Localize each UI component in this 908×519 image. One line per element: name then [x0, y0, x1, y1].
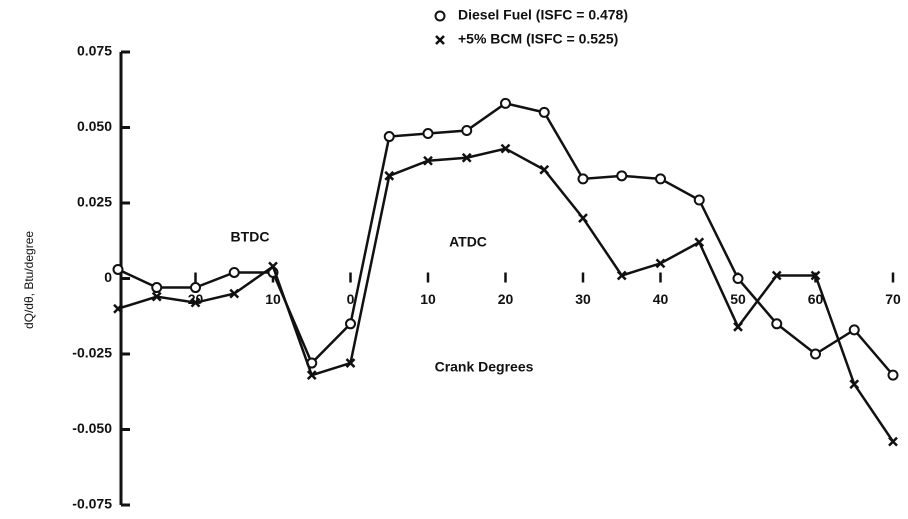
y-axis-label: dQ/dθ, Btu/degree [22, 231, 36, 329]
y-tick-label: -0.025 [72, 345, 112, 361]
x-tick-label: 10 [265, 291, 281, 307]
point [151, 291, 162, 302]
point [771, 270, 782, 281]
x-tick-label: 10 [420, 291, 436, 307]
annotation: BTDC [231, 229, 270, 245]
point [500, 143, 511, 154]
point [849, 379, 860, 390]
point [268, 261, 278, 272]
point [228, 266, 240, 278]
point [616, 270, 627, 281]
y-tick-label: 0.075 [77, 43, 112, 59]
point [848, 324, 860, 336]
point [306, 370, 317, 381]
legend-label: +5% BCM (ISFC = 0.525) [458, 31, 618, 47]
point [771, 318, 783, 330]
legend-label: Diesel Fuel (ISFC = 0.478) [458, 7, 628, 23]
point [190, 282, 201, 294]
point [112, 263, 124, 275]
x-tick-label: 20 [498, 291, 514, 307]
point [500, 97, 511, 109]
point [732, 273, 744, 284]
x-tick-label: 60 [808, 291, 824, 307]
point [229, 288, 240, 299]
x-tick-label: 50 [730, 291, 746, 307]
point [423, 155, 433, 166]
point [461, 152, 472, 163]
point [539, 164, 550, 175]
point [422, 128, 434, 140]
x-tick-label: 0 [347, 291, 355, 307]
point [345, 358, 356, 368]
point [655, 258, 666, 269]
point [810, 348, 821, 360]
y-tick-label: 0.025 [77, 194, 112, 210]
point [655, 173, 666, 185]
point [113, 303, 123, 314]
point [888, 436, 898, 447]
point [616, 170, 628, 182]
point [383, 131, 395, 143]
point [151, 282, 163, 294]
y-tick-label: -0.075 [72, 496, 112, 512]
x-tick-label: 40 [653, 291, 669, 307]
point [538, 106, 550, 118]
point [577, 173, 589, 185]
point [887, 369, 899, 381]
legend-marker [435, 35, 445, 45]
point [693, 194, 705, 206]
annotation: ATDC [449, 234, 487, 250]
y-tick-label: 0 [104, 269, 112, 285]
point [694, 237, 705, 248]
point [578, 213, 588, 223]
point [810, 270, 821, 281]
y-tick-label: 0.050 [77, 118, 112, 134]
point [733, 321, 743, 332]
x-tick-label: 70 [885, 291, 901, 307]
x-tick-label: 30 [575, 291, 591, 307]
point [345, 318, 356, 330]
point [384, 170, 395, 181]
y-tick-label: -0.050 [72, 420, 112, 436]
point [190, 297, 201, 308]
x-axis-label: Crank Degrees [435, 359, 534, 375]
x-tick-label: 20 [188, 291, 204, 307]
point [461, 125, 473, 137]
legend-marker [434, 10, 446, 22]
